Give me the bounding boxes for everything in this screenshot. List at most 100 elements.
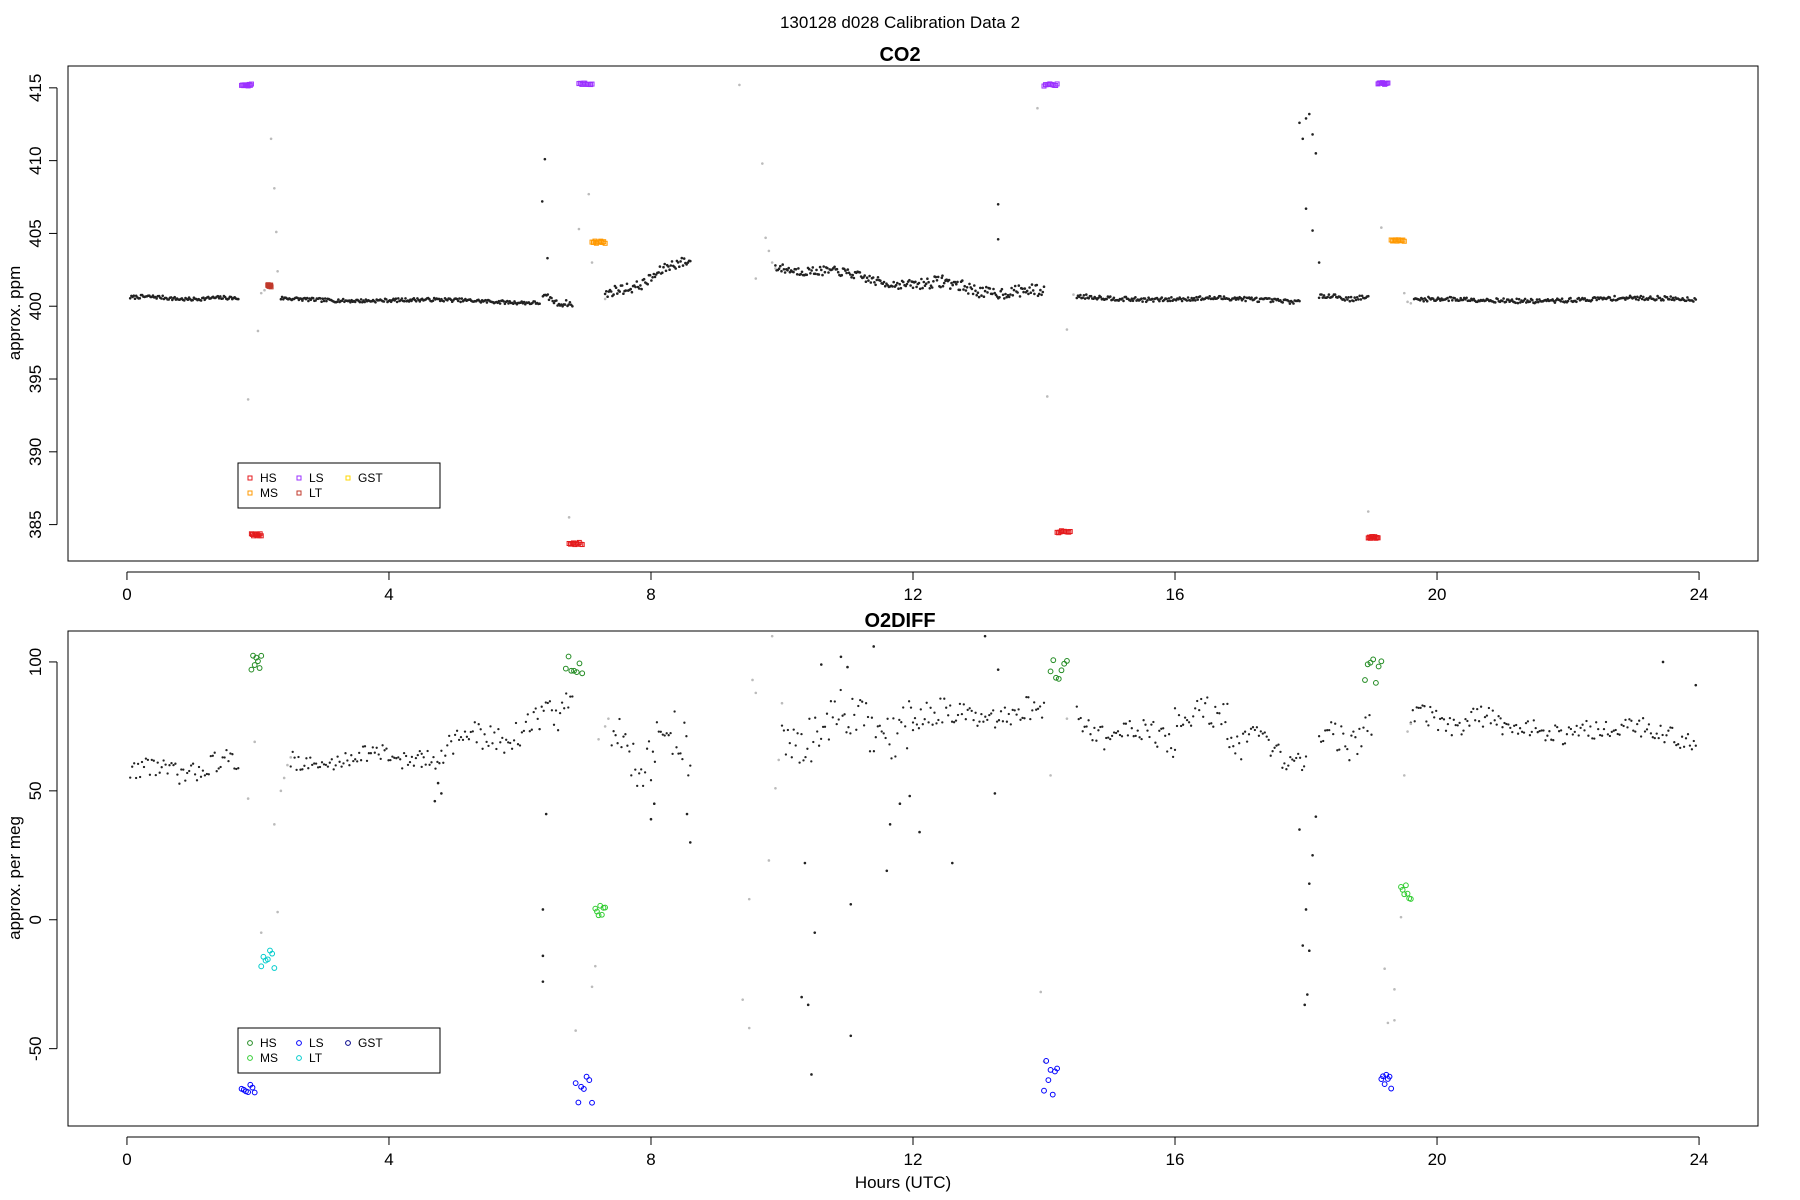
sample-point	[289, 765, 292, 768]
sample-point	[1089, 733, 1092, 736]
sample-point	[1413, 720, 1416, 723]
legend-marker	[296, 1055, 302, 1061]
sample-point	[1079, 716, 1082, 720]
sample-point	[1317, 735, 1321, 738]
sample-point	[460, 297, 464, 300]
sample-point	[996, 668, 1000, 671]
sample-point	[1012, 288, 1016, 292]
calibration-point-ms	[595, 912, 602, 919]
sample-point	[680, 256, 684, 260]
sample-point	[896, 732, 899, 735]
sample-point	[634, 285, 637, 289]
sample-point	[401, 767, 404, 770]
sample-point	[1684, 299, 1688, 303]
sample-point	[558, 711, 562, 715]
sample-point	[424, 763, 427, 766]
sample-point	[501, 736, 504, 740]
sample-point	[940, 276, 944, 280]
sample-point	[1429, 705, 1432, 709]
sample-point	[620, 284, 624, 287]
legend-box	[237, 462, 441, 509]
sample-point	[873, 281, 876, 284]
sample-point	[1038, 705, 1042, 708]
sample-point	[1435, 709, 1438, 713]
sample-point	[616, 742, 619, 745]
calibration-point-hs	[1058, 667, 1065, 674]
sample-point	[1501, 733, 1504, 736]
sample-point	[1287, 764, 1290, 767]
sample-point	[1517, 297, 1521, 301]
legend-label: LT	[309, 1051, 323, 1065]
sample-point	[925, 701, 928, 704]
sample-point	[943, 697, 946, 700]
sample-point	[363, 745, 367, 748]
sample-point	[1552, 739, 1555, 742]
sample-point	[1219, 295, 1222, 298]
sample-point	[1489, 722, 1492, 725]
sample-point	[1013, 709, 1016, 712]
sample-point	[1181, 723, 1185, 726]
legend-label: HS	[260, 471, 277, 485]
sample-point	[1483, 715, 1487, 719]
calibration-point-ls	[1385, 80, 1391, 86]
sample-point	[1085, 725, 1088, 728]
sample-point	[1317, 296, 1321, 300]
sample-point	[935, 722, 938, 725]
x-tick-label: 20	[1428, 585, 1447, 604]
sample-point	[1334, 722, 1337, 725]
sample-point	[534, 707, 537, 710]
sample-point	[966, 708, 969, 712]
sample-point	[132, 294, 136, 298]
sample-point	[1658, 296, 1662, 300]
sample-point	[1352, 730, 1355, 733]
calibration-point-hs	[1067, 528, 1073, 534]
sample-point	[138, 297, 142, 300]
sample-point	[1082, 294, 1086, 297]
sample-point	[1647, 723, 1651, 726]
sample-point	[1411, 709, 1414, 712]
sample-point	[336, 755, 339, 758]
sample-point	[609, 290, 613, 293]
sample-point	[1120, 735, 1124, 738]
sample-point	[1265, 735, 1268, 738]
sample-point	[868, 274, 871, 278]
sample-point	[1534, 300, 1538, 304]
sample-point	[964, 289, 968, 292]
sample-point	[981, 286, 984, 290]
sample-point	[309, 298, 313, 302]
sample-point	[340, 765, 343, 768]
sample-point	[968, 707, 971, 710]
sample-point	[309, 756, 312, 759]
y-tick-label: 415	[26, 74, 45, 102]
sample-point	[642, 277, 646, 281]
sample-point	[293, 756, 296, 759]
sample-point	[1462, 729, 1465, 732]
calibration-point-lt	[268, 284, 274, 290]
sample-point	[1336, 749, 1339, 752]
sample-point	[788, 741, 791, 745]
sample-point	[404, 297, 407, 300]
sample-point	[1422, 300, 1425, 303]
sample-point	[1559, 300, 1563, 303]
sample-point	[875, 278, 879, 282]
sample-point	[1610, 730, 1613, 734]
sample-point	[379, 757, 382, 761]
sample-point	[1598, 733, 1602, 737]
sample-point	[930, 286, 934, 289]
sample-point	[794, 268, 798, 271]
sample-point	[636, 784, 639, 788]
sample-point	[1186, 296, 1190, 299]
sample-point	[1662, 299, 1665, 302]
sample-point	[777, 267, 781, 271]
calibration-point-hs	[1064, 658, 1070, 664]
sample-point	[420, 752, 423, 755]
sample-point	[626, 744, 629, 747]
x-tick-label: 20	[1428, 1150, 1447, 1169]
sample-point	[1250, 296, 1253, 300]
sample-point	[1326, 729, 1329, 732]
sample-point	[1010, 286, 1013, 290]
x-tick-label: 24	[1690, 585, 1709, 604]
sample-point	[909, 284, 912, 287]
sample-point	[406, 763, 410, 767]
sample-point	[939, 285, 942, 289]
